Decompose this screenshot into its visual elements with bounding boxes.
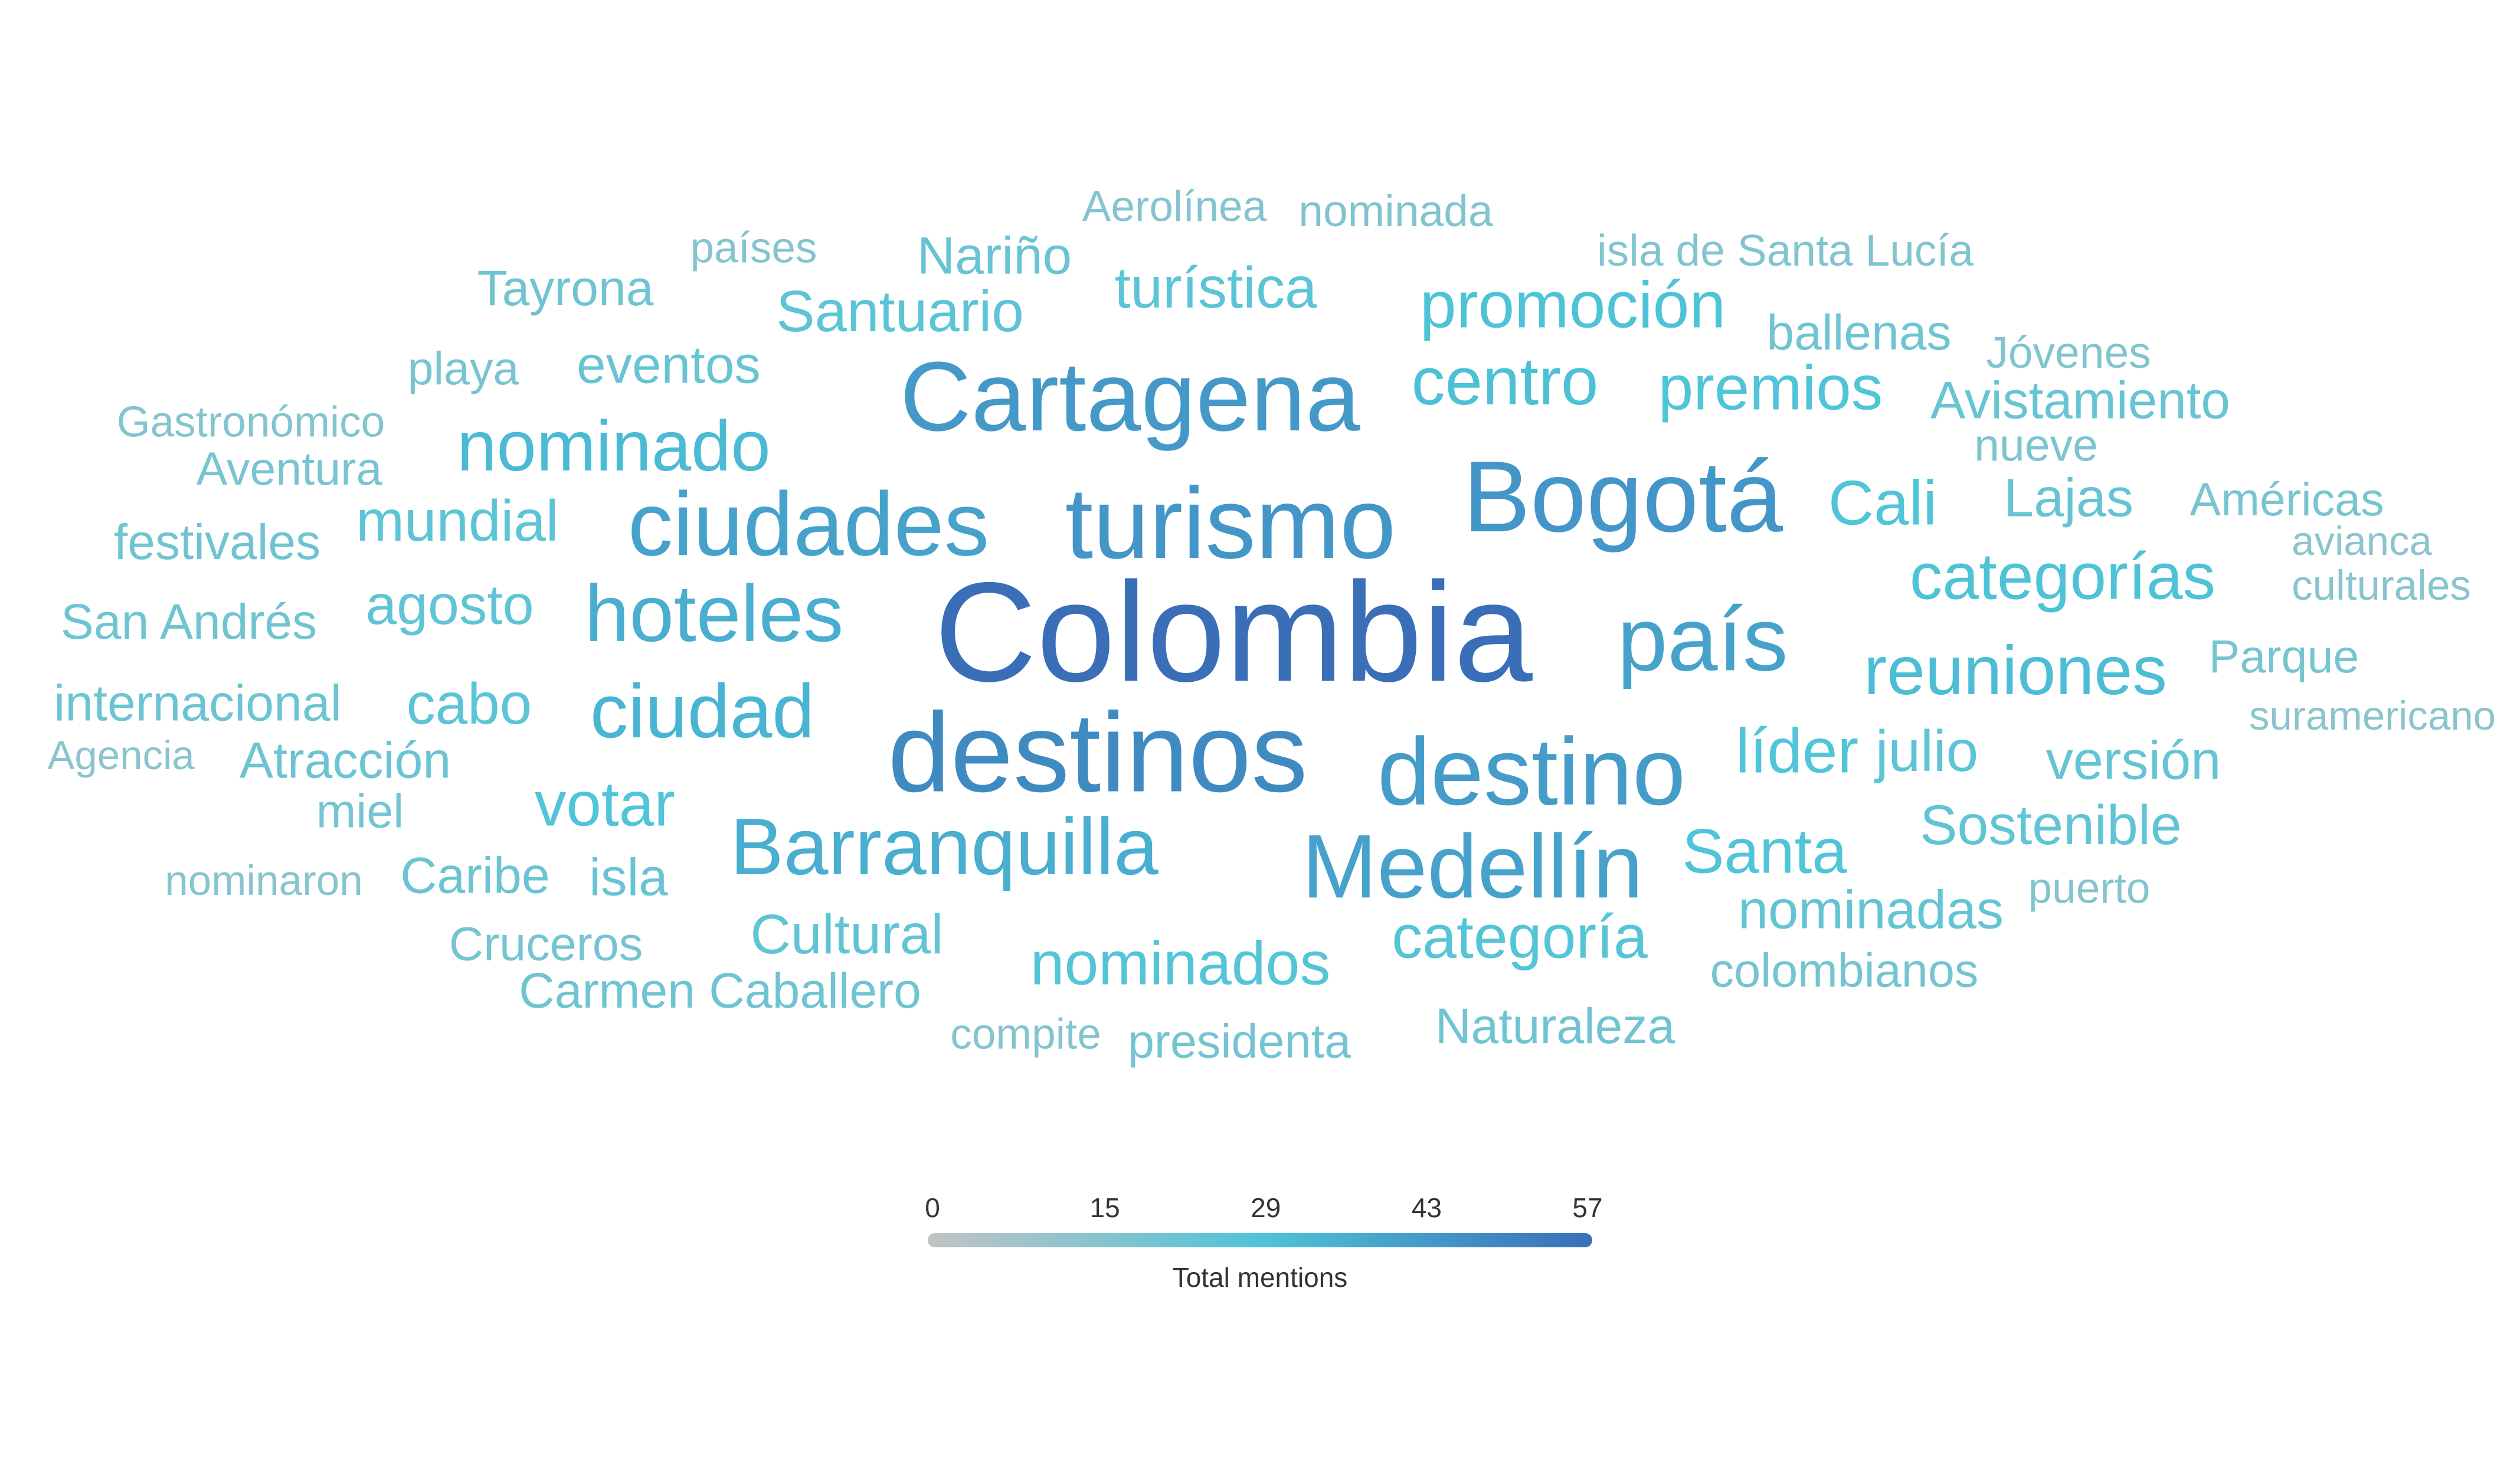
word-san-andrés: San Andrés — [61, 594, 317, 649]
legend-tick-label: 57 — [1572, 1192, 1602, 1223]
word-premios: premios — [1658, 352, 1883, 423]
word-lajas: Lajas — [2004, 468, 2133, 528]
word-ciudades: ciudades — [628, 473, 989, 574]
word-miel: miel — [316, 785, 404, 838]
word-categorías: categorías — [1910, 540, 2215, 613]
word-versión: versión — [2046, 730, 2221, 790]
word-categoría: categoría — [1392, 903, 1648, 971]
word-eventos: eventos — [577, 335, 761, 394]
legend-tick-label: 15 — [1090, 1192, 1120, 1223]
word-julio: julio — [1874, 718, 1978, 783]
word-santa: Santa — [1682, 815, 1847, 886]
word-puerto: puerto — [2028, 864, 2151, 912]
word-nueve: nueve — [1974, 420, 2098, 470]
word-bogotá: Bogotá — [1463, 440, 1783, 553]
word-nominado: nominado — [457, 406, 770, 486]
word-colombianos: colombianos — [1710, 944, 1979, 997]
color-scale-legend: 0 15 29 43 57 Total mentions — [925, 1192, 1602, 1293]
word-cruceros: Cruceros — [449, 917, 643, 970]
word-líder: líder — [1736, 715, 1858, 786]
word-mundial: mundial — [356, 488, 558, 553]
word-nariño: Nariño — [917, 226, 1072, 285]
word-destinos: destinos — [888, 689, 1307, 815]
word-gastronómico: Gastronómico — [117, 398, 385, 446]
word-cartagena: Cartagena — [900, 342, 1360, 452]
word-nominaron: nominaron — [165, 858, 362, 904]
word-avistamiento: Avistamiento — [1930, 371, 2230, 430]
word-sostenible: Sostenible — [1920, 794, 2182, 857]
word-cultural: Cultural — [750, 903, 943, 966]
word-avianca: avianca — [2292, 518, 2432, 564]
word-reuniones: reuniones — [1864, 632, 2167, 709]
word-agosto: agosto — [365, 574, 534, 636]
word-presidenta: presidenta — [1128, 1015, 1351, 1068]
word-medellín: Medellín — [1302, 816, 1643, 917]
word-destino: destino — [1377, 718, 1686, 825]
word-tayrona: Tayrona — [477, 260, 654, 316]
word-festivales: festivales — [114, 514, 320, 570]
word-promoción: promoción — [1420, 268, 1726, 341]
word-suramericano: suramericano — [2249, 693, 2496, 738]
word-isla: isla — [589, 848, 668, 907]
word-naturaleza: Naturaleza — [1435, 998, 1675, 1054]
legend-tick-label: 0 — [925, 1192, 940, 1223]
legend-tick-label: 29 — [1251, 1192, 1281, 1223]
word-caribe: Caribe — [400, 848, 549, 904]
word-hoteles: hoteles — [585, 568, 844, 658]
word-culturales: culturales — [2292, 563, 2471, 609]
word-isla-de-santa-lucía: isla de Santa Lucía — [1597, 225, 1974, 275]
word-cabo: cabo — [407, 671, 532, 736]
legend-title: Total mentions — [1173, 1262, 1348, 1293]
word-países: países — [690, 224, 817, 272]
word-ciudad: ciudad — [590, 669, 814, 754]
word-nominada: nominada — [1298, 186, 1493, 236]
word-colombia: Colombia — [934, 553, 1533, 711]
word-cali: Cali — [1828, 467, 1937, 538]
word-compite: compite — [950, 1010, 1101, 1058]
word-nominados: nominados — [1030, 929, 1331, 998]
word-américas: Américas — [2190, 473, 2384, 525]
word-turística: turística — [1114, 255, 1317, 320]
word-centro: centro — [1412, 344, 1599, 419]
word-carmen-caballero: Carmen Caballero — [519, 963, 921, 1018]
color-scale-bar — [928, 1233, 1592, 1247]
word-santuario: Santuario — [776, 279, 1024, 344]
word-internacional: internacional — [54, 675, 342, 732]
word-jóvenes: Jóvenes — [1986, 328, 2151, 377]
word-aventura: Aventura — [197, 442, 382, 495]
word-turismo: turismo — [1065, 467, 1396, 580]
word-playa: playa — [408, 342, 519, 394]
word-país: país — [1617, 589, 1788, 689]
legend-tick-label: 43 — [1412, 1192, 1442, 1223]
word-nominadas: nominadas — [1738, 880, 2004, 940]
word-barranquilla: Barranquilla — [730, 802, 1158, 891]
word-parque: Parque — [2209, 630, 2359, 682]
word-ballenas: ballenas — [1767, 305, 1952, 360]
word-agencia: Agencia — [47, 733, 195, 778]
word-votar: votar — [535, 768, 675, 839]
word-aerolínea: Aerolínea — [1082, 182, 1267, 230]
word-atracción: Atracción — [240, 733, 451, 789]
legend-tick-labels: 0 15 29 43 57 — [925, 1192, 1602, 1223]
